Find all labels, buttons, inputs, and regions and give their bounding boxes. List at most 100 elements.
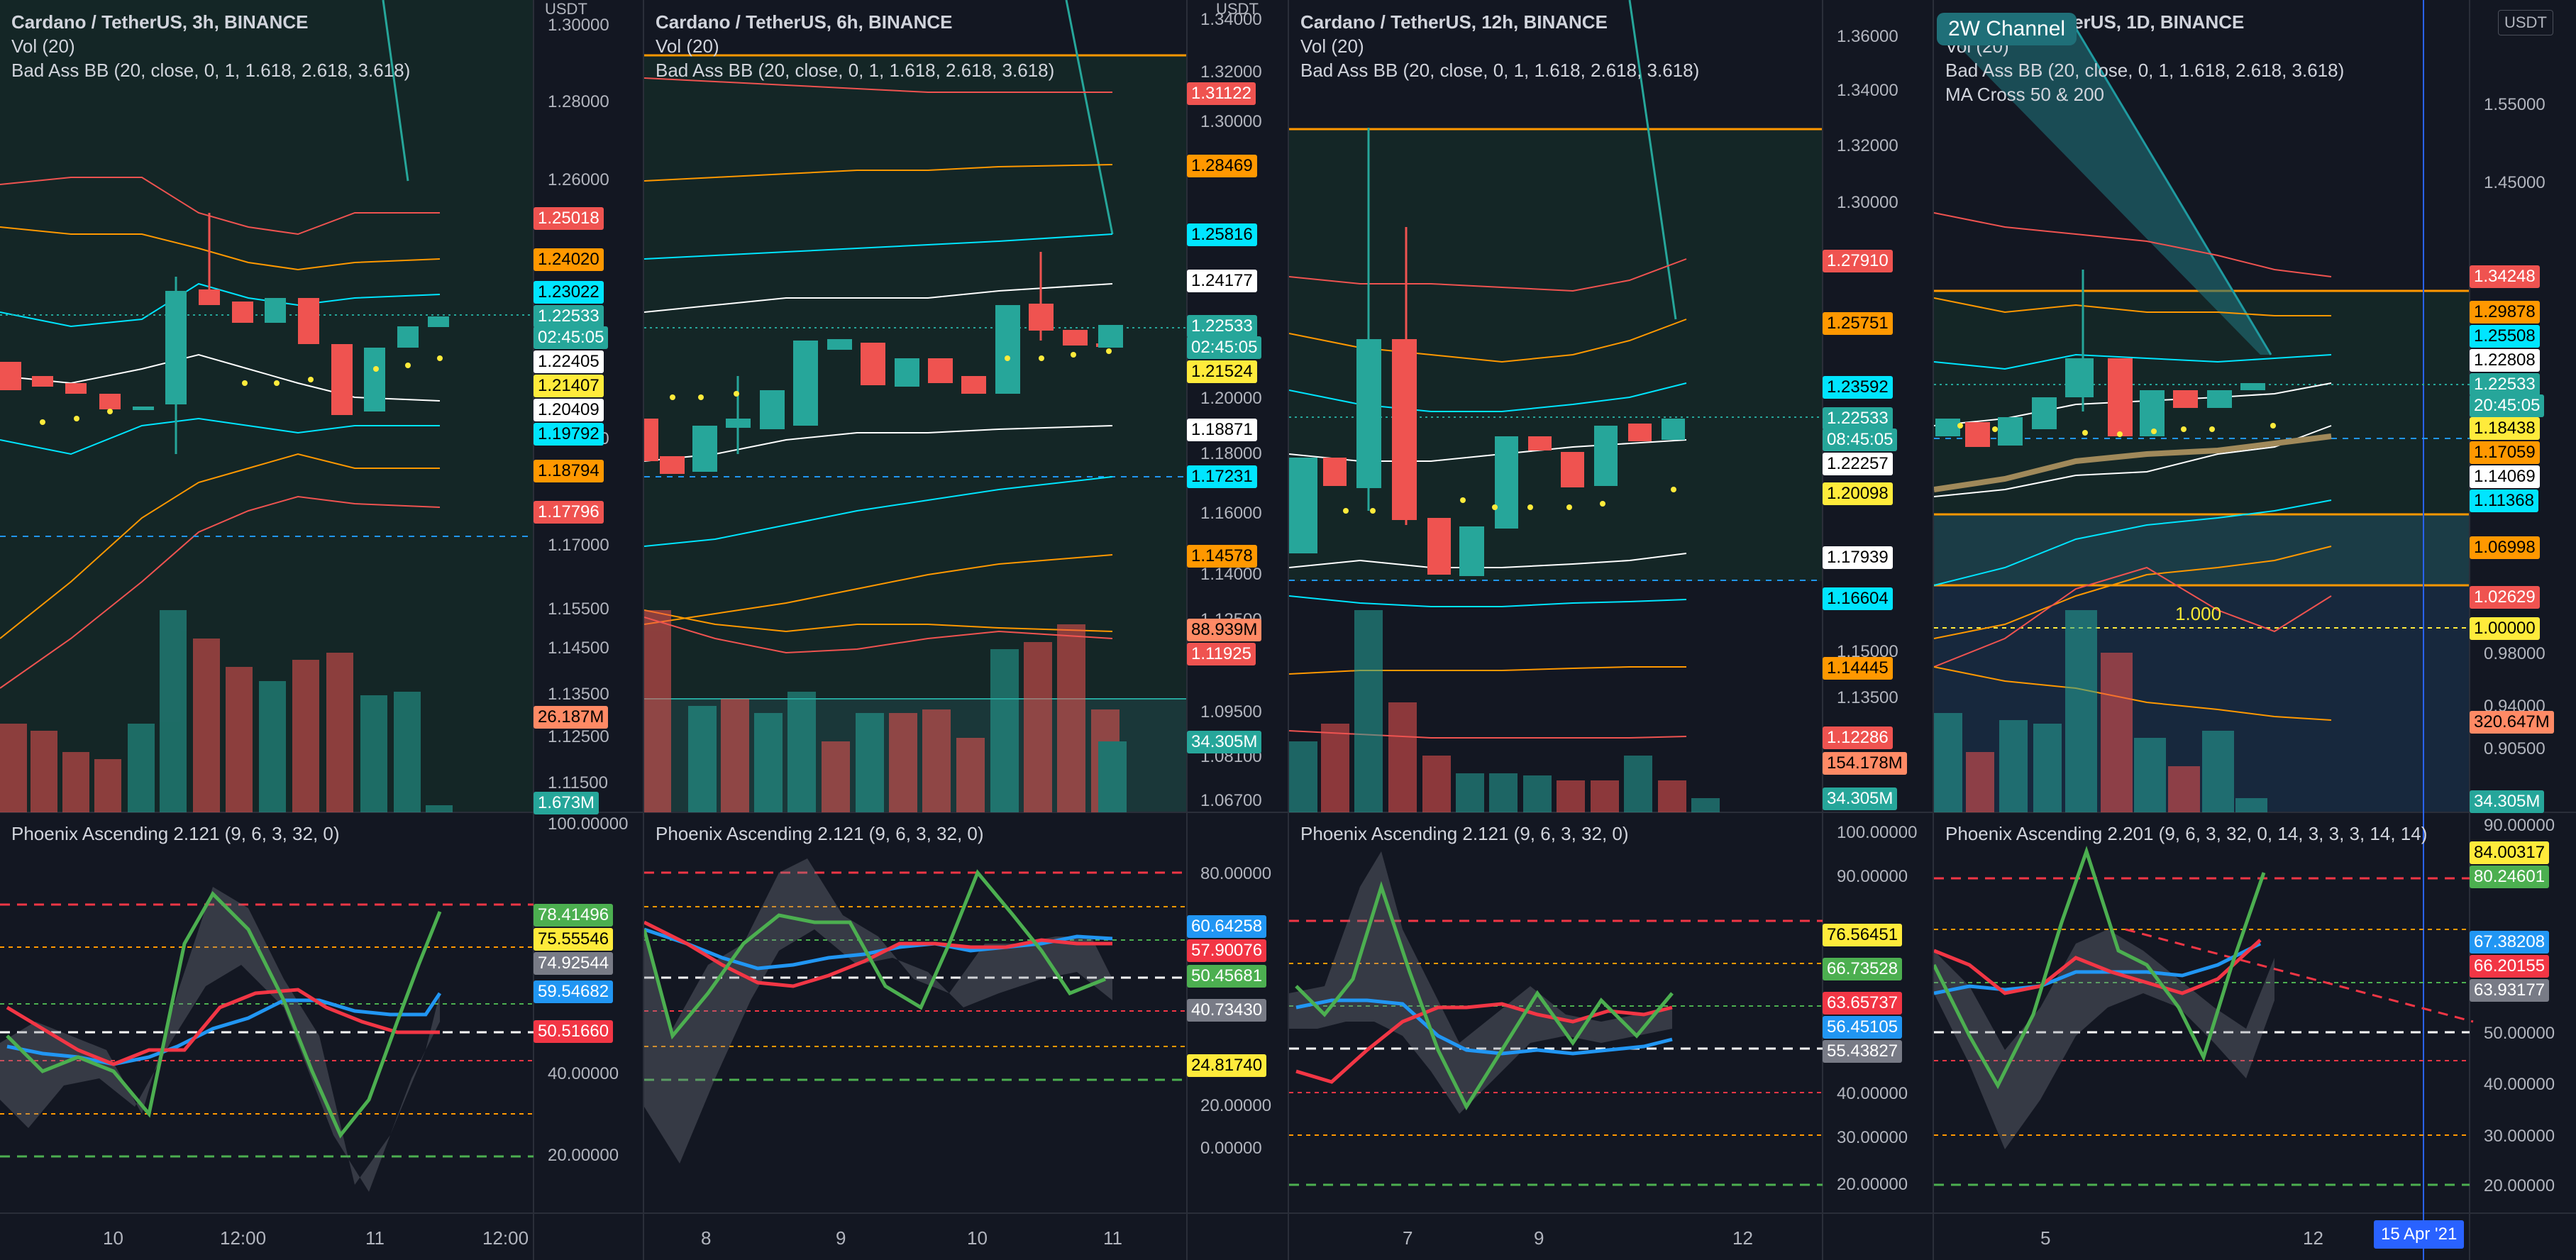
osc-tick: 20.00000 bbox=[1200, 1096, 1272, 1115]
price-label: 76.56451 bbox=[1823, 924, 1903, 946]
time-tick: 11 bbox=[1103, 1227, 1122, 1249]
price-tick: 0.90500 bbox=[2484, 739, 2545, 758]
fib-level-label: 1.000 bbox=[2175, 603, 2222, 624]
oscillator-legend[interactable]: Phoenix Ascending 2.121 (9, 6, 3, 32, 0) bbox=[11, 823, 340, 844]
price-label: 02:45:05 bbox=[534, 326, 609, 349]
price-label: 1.02629 bbox=[2470, 586, 2540, 609]
price-label: 1.673M bbox=[534, 792, 599, 814]
indicator-volume[interactable]: Vol (20) bbox=[1300, 35, 1364, 57]
price-label: 1.20098 bbox=[1823, 482, 1893, 505]
indicator-bb[interactable]: Bad Ass BB (20, close, 0, 1, 1.618, 2.61… bbox=[1945, 60, 2345, 81]
price-tick: 1.34000 bbox=[1200, 10, 1262, 29]
indicator-bb[interactable]: Bad Ass BB (20, close, 0, 1, 1.618, 2.61… bbox=[1300, 60, 1700, 81]
price-label: 154.178M bbox=[1823, 752, 1907, 775]
indicator-bb[interactable]: Bad Ass BB (20, close, 0, 1, 1.618, 2.61… bbox=[11, 60, 411, 81]
price-label: 1.27910 bbox=[1823, 250, 1893, 272]
price-label: 1.22533 bbox=[2470, 373, 2540, 396]
symbol-title: Cardano / TetherUS, 12h, BINANCE bbox=[1300, 11, 1608, 33]
price-tick: 1.16000 bbox=[1200, 504, 1262, 523]
price-tick: 1.13500 bbox=[548, 685, 609, 704]
price-label: 1.23592 bbox=[1823, 376, 1893, 399]
chart-pane-1d[interactable]: Cardano / TetherUS, 1D, BINANCE Vol (20)… bbox=[1934, 0, 2576, 1260]
price-label: 1.16604 bbox=[1823, 587, 1893, 610]
indicator-volume[interactable]: Vol (20) bbox=[11, 35, 75, 57]
price-tick: 1.15500 bbox=[548, 599, 609, 619]
price-label: 1.18871 bbox=[1187, 419, 1257, 441]
price-label: 1.17059 bbox=[2470, 441, 2540, 464]
indicator-ma-cross[interactable]: MA Cross 50 & 200 bbox=[1945, 84, 2104, 105]
price-label: 1.21407 bbox=[534, 375, 604, 397]
osc-tick: 40.00000 bbox=[548, 1064, 619, 1083]
chart-pane-6h[interactable]: Cardano / TetherUS, 6h, BINANCE Vol (20)… bbox=[644, 0, 1288, 1260]
price-tick: 1.06700 bbox=[1200, 791, 1262, 810]
oscillator-legend[interactable]: Phoenix Ascending 2.121 (9, 6, 3, 32, 0) bbox=[656, 823, 984, 844]
oscillator-legend[interactable]: Phoenix Ascending 2.121 (9, 6, 3, 32, 0) bbox=[1300, 823, 1629, 844]
price-label: 1.11368 bbox=[2470, 490, 2538, 512]
chart-legend: Cardano / TetherUS, 6h, BINANCE Vol (20)… bbox=[656, 10, 1054, 82]
osc-tick: 20.00000 bbox=[2484, 1176, 2555, 1195]
osc-tick: 30.00000 bbox=[2484, 1127, 2555, 1146]
chart-pane-12h[interactable]: Cardano / TetherUS, 12h, BINANCE Vol (20… bbox=[1289, 0, 1933, 1260]
price-label: 50.45681 bbox=[1187, 965, 1267, 988]
chart-canvas[interactable] bbox=[644, 0, 1288, 1260]
price-unit: USDT bbox=[1216, 0, 1259, 18]
price-label: 1.17796 bbox=[534, 501, 604, 524]
price-tick: 1.14500 bbox=[548, 639, 609, 658]
price-label: 56.45105 bbox=[1823, 1016, 1903, 1039]
price-label: 1.21524 bbox=[1187, 360, 1257, 383]
price-label: 1.28469 bbox=[1187, 155, 1257, 177]
osc-tick: 30.00000 bbox=[1837, 1128, 1908, 1147]
price-label: 1.17939 bbox=[1823, 546, 1893, 569]
pane-divider[interactable] bbox=[1288, 0, 1289, 1260]
channel-callout[interactable]: 2W Channel bbox=[1937, 13, 2077, 45]
price-label: 63.65737 bbox=[1823, 992, 1903, 1015]
price-label: 24.81740 bbox=[1187, 1054, 1267, 1077]
indicator-volume[interactable]: Vol (20) bbox=[656, 35, 719, 57]
price-label: 75.55546 bbox=[534, 928, 614, 951]
time-tick: 5 bbox=[2040, 1227, 2051, 1249]
price-tick: 1.45000 bbox=[2484, 173, 2545, 192]
price-tick: 1.12500 bbox=[548, 727, 609, 746]
price-label: 1.31122 bbox=[1187, 82, 1256, 105]
price-label: 67.38208 bbox=[2470, 931, 2550, 954]
price-label: 57.90076 bbox=[1187, 939, 1267, 962]
osc-tick: 0.00000 bbox=[1200, 1139, 1262, 1158]
chart-canvas[interactable] bbox=[1289, 0, 1933, 1260]
price-unit: USDT bbox=[545, 0, 587, 18]
price-label: 1.17231 bbox=[1187, 465, 1257, 488]
price-label: 320.647M bbox=[2470, 711, 2554, 734]
price-label: 1.24177 bbox=[1187, 270, 1257, 292]
price-label: 34.305M bbox=[1823, 788, 1898, 810]
price-label: 1.22257 bbox=[1823, 453, 1893, 475]
price-label: 20:45:05 bbox=[2470, 394, 2545, 417]
price-tick: 1.30000 bbox=[548, 16, 609, 35]
chart-canvas[interactable] bbox=[0, 0, 643, 1260]
chart-legend: Cardano / TetherUS, 12h, BINANCE Vol (20… bbox=[1300, 10, 1699, 82]
price-label: 1.00000 bbox=[2470, 617, 2540, 640]
indicator-bb[interactable]: Bad Ass BB (20, close, 0, 1, 1.618, 2.61… bbox=[656, 60, 1055, 81]
price-label: 66.20155 bbox=[2470, 955, 2550, 978]
price-label: 84.00317 bbox=[2470, 841, 2550, 864]
chart-legend: Cardano / TetherUS, 3h, BINANCE Vol (20)… bbox=[11, 10, 410, 82]
price-label: 1.25816 bbox=[1187, 223, 1257, 246]
time-tick: 10 bbox=[967, 1227, 988, 1249]
price-tick: 1.30000 bbox=[1837, 193, 1898, 212]
price-label: 55.43827 bbox=[1823, 1040, 1903, 1063]
time-tick: 12 bbox=[2303, 1227, 2323, 1249]
osc-tick: 90.00000 bbox=[1837, 867, 1908, 886]
price-label: 1.25018 bbox=[534, 207, 604, 230]
chart-pane-3h[interactable]: Cardano / TetherUS, 3h, BINANCE Vol (20)… bbox=[0, 0, 643, 1260]
price-tick: 1.34000 bbox=[1837, 81, 1898, 100]
price-label: 1.22533 bbox=[1187, 315, 1257, 338]
price-tick: 1.20000 bbox=[1200, 389, 1262, 408]
price-label: 1.22808 bbox=[2470, 349, 2540, 372]
time-tick: 12:00 bbox=[482, 1227, 529, 1249]
price-label: 1.11925 bbox=[1187, 643, 1256, 665]
price-label: 1.14445 bbox=[1823, 657, 1893, 680]
chart-canvas[interactable] bbox=[1934, 0, 2576, 1260]
osc-tick: 100.00000 bbox=[548, 814, 629, 834]
osc-tick: 80.00000 bbox=[1200, 864, 1272, 883]
pane-divider[interactable] bbox=[1933, 0, 1934, 1260]
oscillator-legend[interactable]: Phoenix Ascending 2.201 (9, 6, 3, 32, 0,… bbox=[1945, 823, 2428, 844]
pane-divider[interactable] bbox=[643, 0, 644, 1260]
